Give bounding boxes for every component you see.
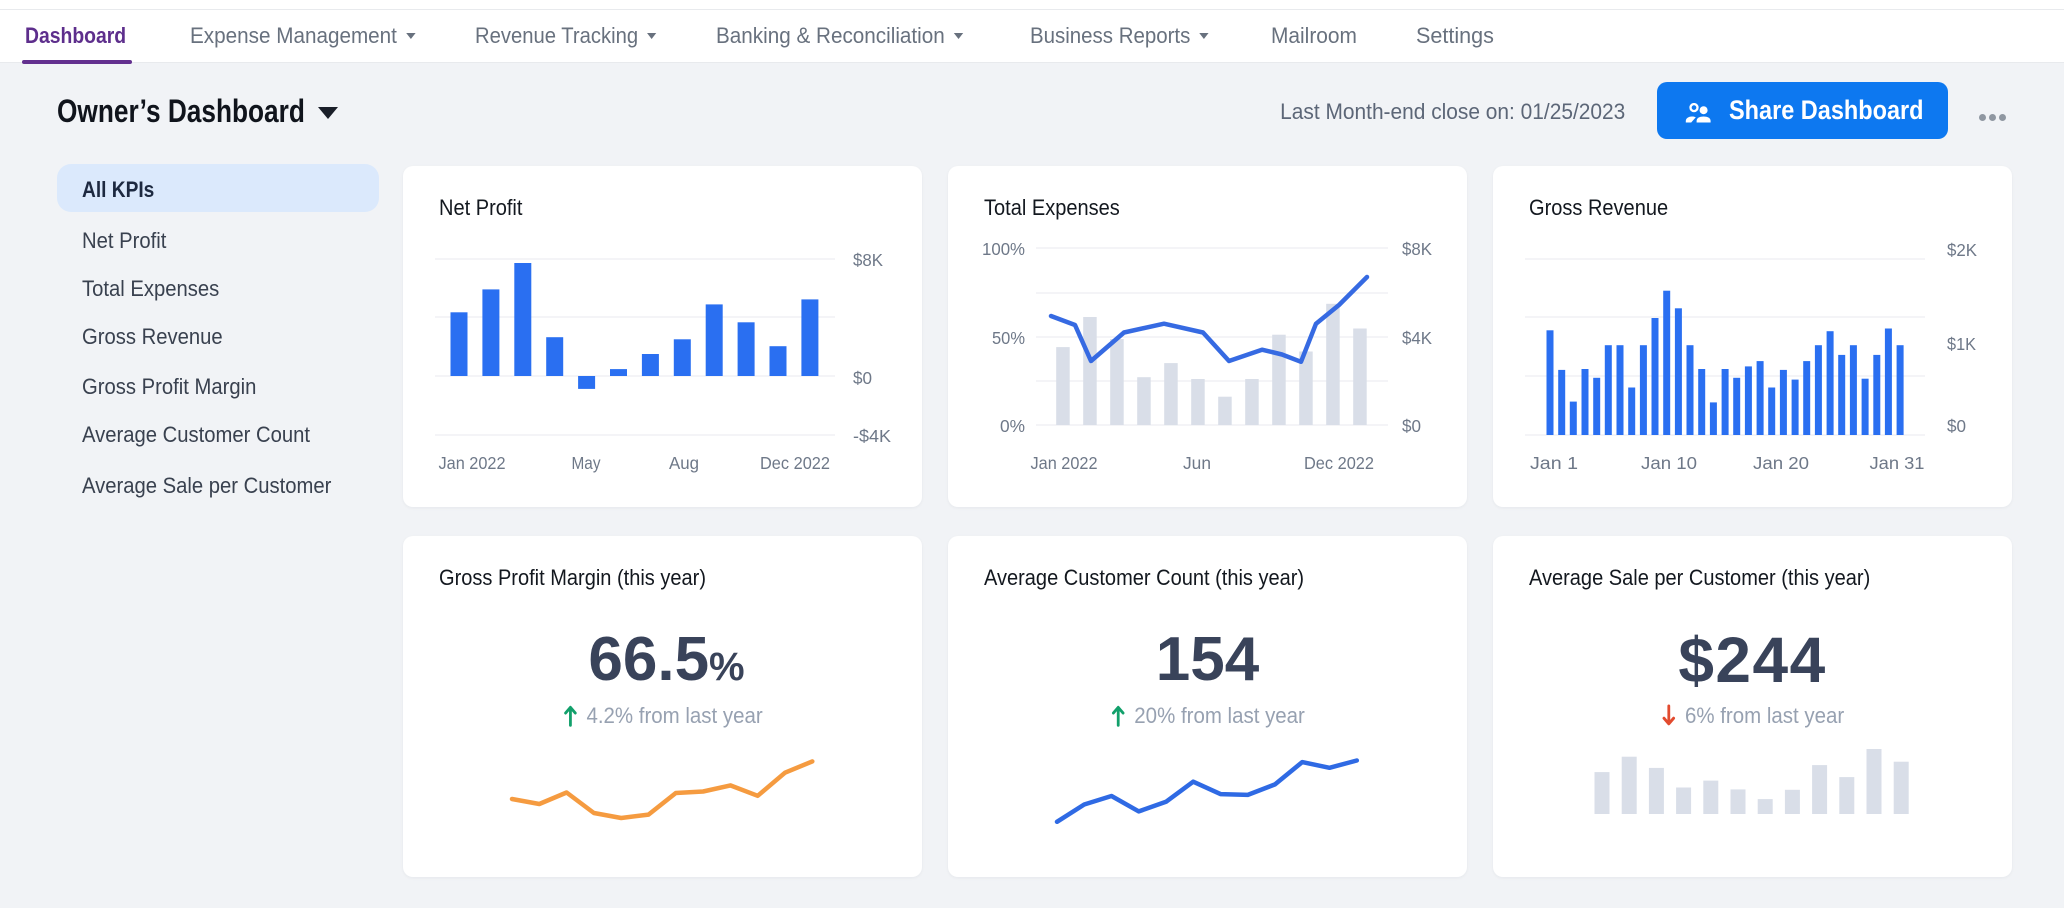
svg-text:$0: $0 xyxy=(1947,416,1966,436)
svg-text:0%: 0% xyxy=(1000,416,1025,436)
svg-text:50%: 50% xyxy=(992,328,1025,348)
svg-text:$8K: $8K xyxy=(1402,239,1432,259)
svg-text:Jan 20: Jan 20 xyxy=(1753,453,1809,473)
svg-text:$8K: $8K xyxy=(853,250,883,270)
svg-text:-$4K: -$4K xyxy=(853,426,891,446)
svg-text:Jan 31: Jan 31 xyxy=(1870,453,1925,473)
svg-text:Jan 2022: Jan 2022 xyxy=(1031,453,1098,473)
svg-text:Jan 10: Jan 10 xyxy=(1641,453,1697,473)
svg-text:$1K: $1K xyxy=(1947,334,1976,354)
svg-text:100%: 100% xyxy=(982,239,1025,259)
svg-text:$0: $0 xyxy=(853,368,872,388)
svg-text:Jun: Jun xyxy=(1183,453,1211,473)
svg-text:$2K: $2K xyxy=(1947,240,1977,260)
svg-text:Jan 1: Jan 1 xyxy=(1530,453,1578,473)
svg-text:$0: $0 xyxy=(1402,416,1421,436)
svg-text:Dec 2022: Dec 2022 xyxy=(760,453,830,473)
svg-text:Dec 2022: Dec 2022 xyxy=(1304,453,1374,473)
svg-text:Aug: Aug xyxy=(669,453,699,473)
svg-text:Jan 2022: Jan 2022 xyxy=(439,453,506,473)
svg-text:$4K: $4K xyxy=(1402,328,1432,348)
svg-text:May: May xyxy=(572,453,601,473)
